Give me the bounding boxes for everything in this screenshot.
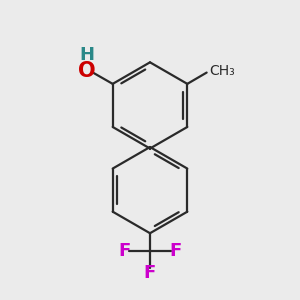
Text: H: H [79, 46, 94, 64]
Text: CH₃: CH₃ [210, 64, 236, 78]
Text: F: F [144, 264, 156, 282]
Text: O: O [78, 61, 95, 81]
Text: F: F [118, 242, 130, 260]
Text: F: F [169, 242, 182, 260]
